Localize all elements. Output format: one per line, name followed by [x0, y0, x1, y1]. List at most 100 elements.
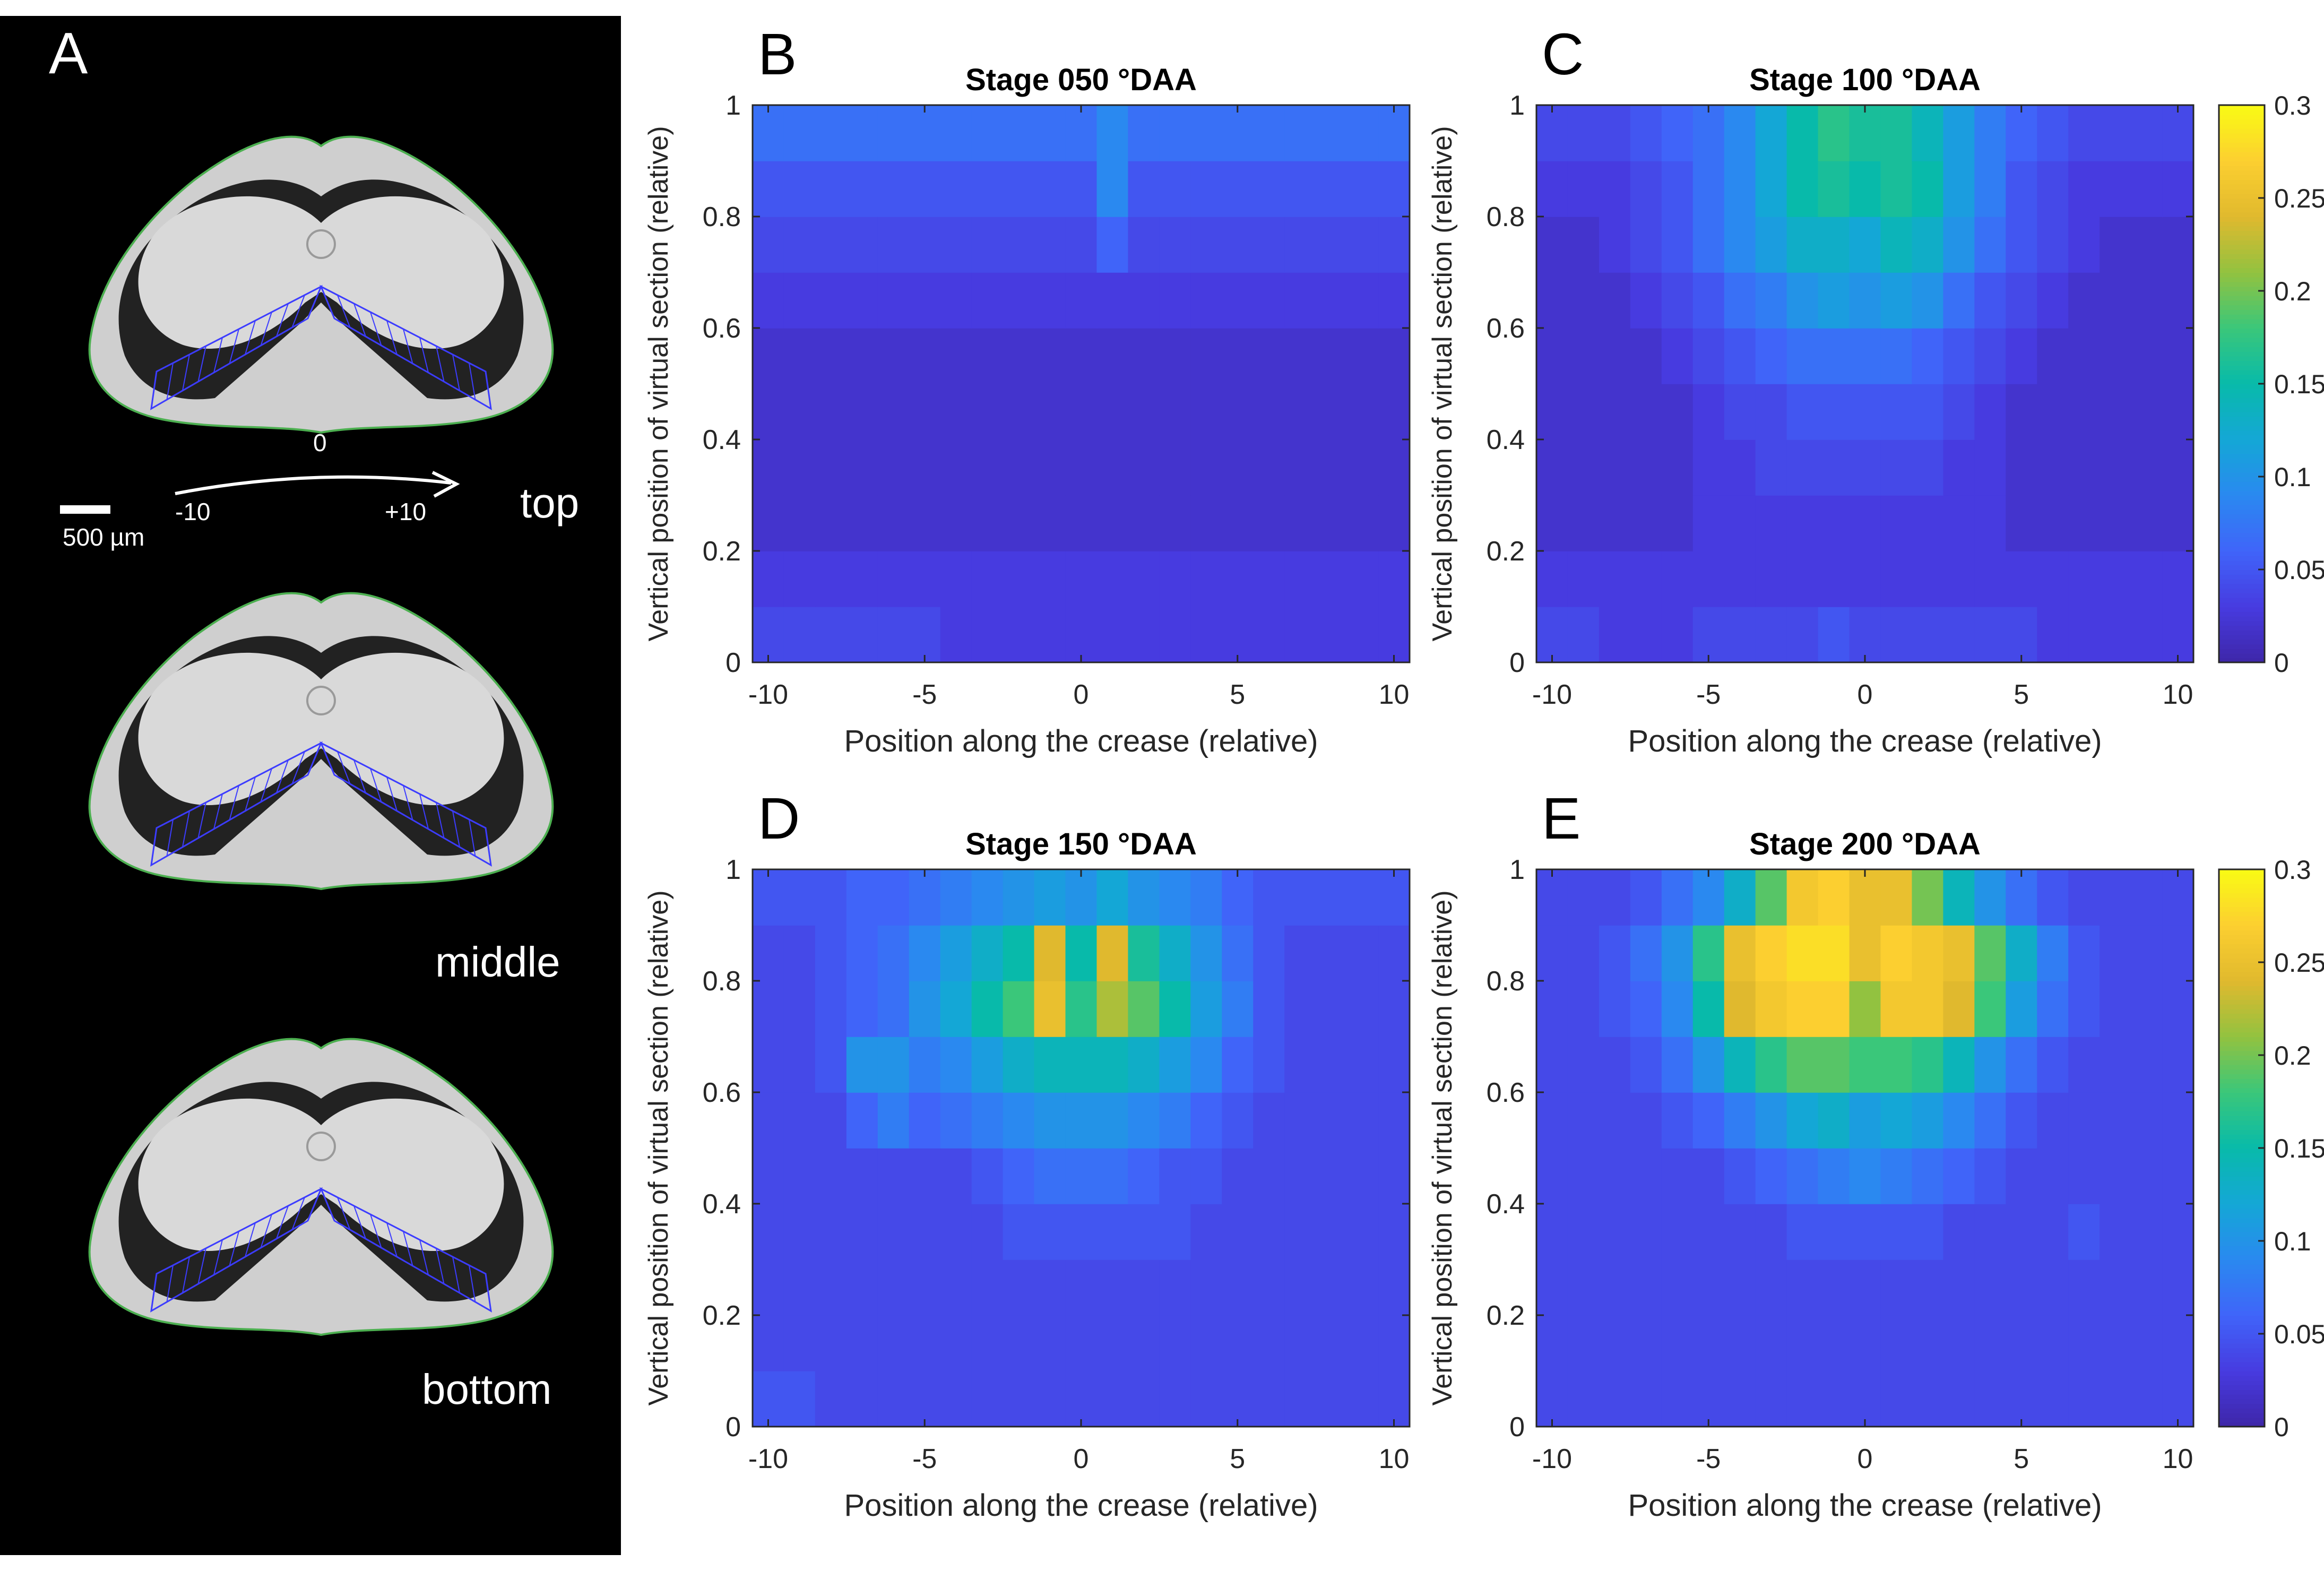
heatmap-cell [1630, 925, 1662, 981]
colorbar-tick-label: 0.2 [2274, 1041, 2311, 1071]
heatmap-cell [1096, 1315, 1129, 1371]
heatmap-cell [940, 105, 972, 161]
heatmap-cell [1661, 1315, 1694, 1371]
heatmap-cell [940, 551, 972, 607]
heatmap-cell [1567, 1092, 1600, 1149]
colorbar-segment [2219, 934, 2265, 940]
heatmap-cell [1755, 551, 1787, 607]
heatmap-cell [1599, 495, 1631, 551]
heatmap-cell [1692, 105, 1725, 161]
heatmap-cell [1034, 161, 1066, 217]
heatmap-cell [1065, 384, 1098, 440]
heatmap-cell [1880, 328, 1913, 384]
heatmap-cell [753, 217, 784, 273]
colorbar-segment [2219, 124, 2265, 129]
heatmap-cell [1096, 1371, 1129, 1427]
heatmap-cell [753, 1259, 784, 1316]
heatmap-cell [2037, 1259, 2069, 1316]
heatmap-cell [753, 925, 784, 981]
heatmap-cell [2162, 1315, 2194, 1371]
colorbar-segment [2219, 226, 2265, 231]
y-tick-label: 0.2 [703, 536, 741, 567]
heatmap-cell [1222, 1037, 1254, 1093]
heatmap-cell [753, 495, 784, 551]
colorbar-segment [2219, 999, 2265, 1005]
heatmap-cell [846, 1092, 878, 1149]
heatmap-cell [1974, 495, 2007, 551]
heatmap-cell [1316, 1037, 1347, 1093]
heatmap-cell [1128, 217, 1160, 273]
heatmap-cell [909, 384, 941, 440]
y-tick-label: 1 [725, 90, 741, 121]
colorbar-segment [2219, 1385, 2265, 1390]
heatmap-cell [1943, 1037, 1975, 1093]
heatmap-cell [1316, 384, 1347, 440]
heatmap-cell [909, 981, 941, 1037]
heatmap-cell [1159, 1148, 1191, 1204]
heatmap-cell [1880, 105, 1913, 161]
colorbar-segment [2219, 1129, 2265, 1135]
crease-region-grid [319, 741, 492, 867]
heatmap-cell [1128, 869, 1160, 926]
heatmap-cell [2037, 607, 2069, 663]
heatmap-cell [1567, 272, 1600, 329]
heatmap-cell [1599, 607, 1631, 663]
heatmap-cell [1912, 1204, 1944, 1260]
heatmap-cell [1943, 1259, 1975, 1316]
heatmap-cell [846, 105, 878, 161]
heatmap-cell [1222, 217, 1254, 273]
heatmap-cell [1567, 439, 1600, 496]
heatmap-cell [1880, 439, 1913, 496]
heatmap-cell [2006, 1037, 2038, 1093]
heatmap-cell [1347, 1204, 1379, 1260]
heatmap-cell [1880, 981, 1913, 1037]
heatmap-cell [1661, 328, 1694, 384]
crease-region-divider [276, 303, 289, 337]
heatmap-cell [753, 551, 784, 607]
heatmap-cell [2006, 1148, 2038, 1204]
heatmap-cell [1034, 1204, 1066, 1260]
heatmap-cell [909, 869, 941, 926]
colorbar-segment [2219, 620, 2265, 626]
heatmap-cell [1065, 1037, 1098, 1093]
heatmap-cell [1661, 439, 1694, 496]
heatmap-cell [1974, 272, 2007, 329]
heatmap-cell [1724, 439, 1756, 496]
heatmap-cell [1190, 1371, 1223, 1427]
heatmap-cell [1599, 1148, 1631, 1204]
colorbar-segment [2219, 1008, 2265, 1014]
colorbar-segment [2219, 1250, 2265, 1256]
heatmap-cell [1253, 217, 1285, 273]
colorbar-segment [2219, 1074, 2265, 1079]
heatmap-cell [909, 1037, 941, 1093]
heatmap-cell [1849, 272, 1881, 329]
heatmap-cell [1190, 272, 1223, 329]
heatmap-cell [753, 981, 784, 1037]
colorbar-segment [2219, 639, 2265, 644]
heatmap-cell [1692, 1148, 1725, 1204]
heatmap-cell [1159, 551, 1191, 607]
heatmap-cell [971, 328, 1004, 384]
heatmap-cell [1253, 1037, 1285, 1093]
heatmap-cell [783, 925, 816, 981]
heatmap-cell [971, 439, 1004, 496]
heatmap-cell [1912, 328, 1944, 384]
heatmap-cell [2037, 384, 2069, 440]
heatmap-cell [1253, 328, 1285, 384]
colorbar-segment [2219, 351, 2265, 357]
heatmap-cell [1724, 1259, 1756, 1316]
heatmap-cell [1065, 272, 1098, 329]
heatmap-cell [1599, 1092, 1631, 1149]
colorbar-segment [2219, 555, 2265, 561]
heatmap-cell [2162, 1092, 2194, 1149]
heatmap-cell [1692, 495, 1725, 551]
heatmap-cell [1253, 1204, 1285, 1260]
heatmap-cell [1378, 1037, 1410, 1093]
heatmap-cell [2162, 607, 2194, 663]
x-axis-label: Position along the crease (relative) [1628, 724, 2102, 758]
heatmap-cell [1034, 105, 1066, 161]
colorbar-segment [2219, 1408, 2265, 1413]
heatmap-cell [909, 328, 941, 384]
heatmap-cell [1190, 1148, 1223, 1204]
heatmap-cell [1786, 1371, 1819, 1427]
